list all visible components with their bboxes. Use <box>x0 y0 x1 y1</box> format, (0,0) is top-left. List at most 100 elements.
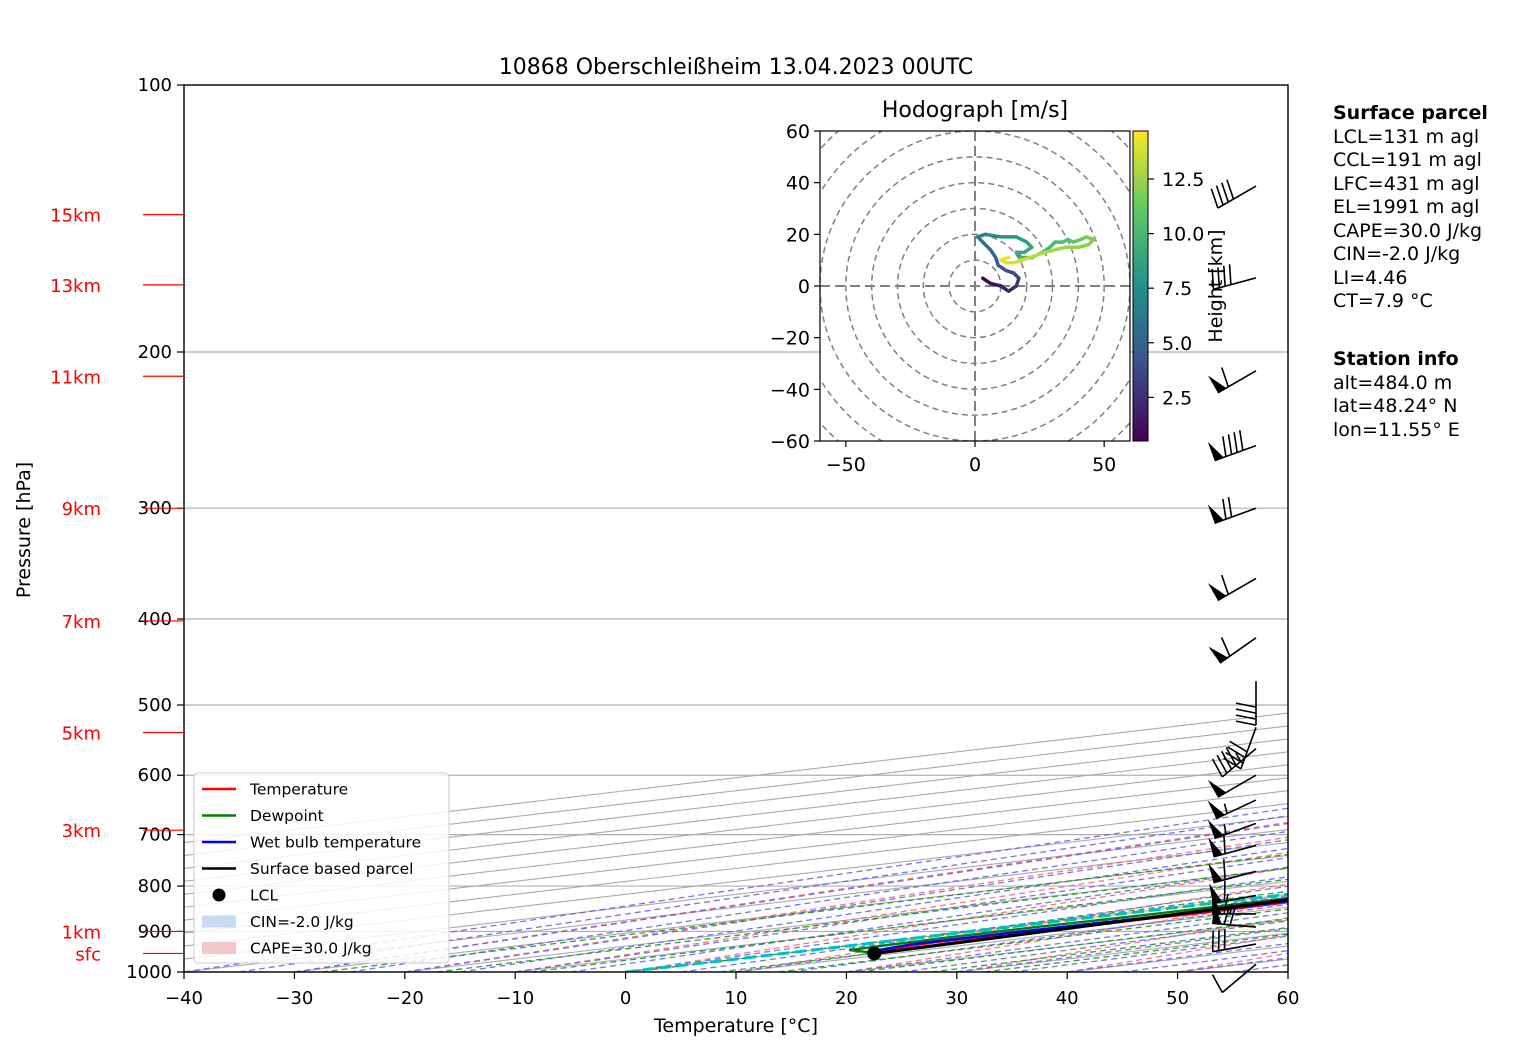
barb-flag <box>1207 800 1225 819</box>
height-label: 13km <box>50 276 101 297</box>
barb-full <box>1222 265 1226 287</box>
barb-flag <box>1207 441 1224 461</box>
barb-flag <box>1212 893 1222 914</box>
barb-flag <box>1207 779 1227 798</box>
y-tick-label: 1000 <box>126 962 172 983</box>
barb-full <box>1215 185 1224 206</box>
hodograph-plot <box>820 131 1130 441</box>
legend-item: LCL <box>212 887 278 905</box>
wind-barb <box>1207 799 1257 820</box>
legend-item: Temperature <box>202 781 348 799</box>
surface-el: EL=1991 m agl <box>1333 196 1480 218</box>
isotherm--100 <box>184 764 1288 895</box>
wind-barb <box>1209 880 1257 904</box>
barb-shaft <box>1213 277 1257 291</box>
station-info-title: Station info <box>1333 348 1459 370</box>
height-label: sfc <box>75 944 101 965</box>
barb-shaft <box>1213 870 1257 884</box>
chart-title: 10868 Oberschleißheim 13.04.2023 00UTC <box>499 55 974 80</box>
surface-li: LI=4.46 <box>1333 266 1408 289</box>
barb-flag <box>1208 646 1228 664</box>
barb-full <box>1223 757 1242 770</box>
surface-ct: CT=7.9 °C <box>1333 290 1433 312</box>
hodograph-y-tick-label: 20 <box>786 224 810 246</box>
moist-adiabat--30 <box>294 822 1288 972</box>
hodograph-x-tick-label: 0 <box>969 454 981 476</box>
legend-swatch <box>212 888 226 902</box>
x-tick-label: −30 <box>275 988 313 1009</box>
hodograph-x-tick-label: 50 <box>1092 454 1116 476</box>
barb-full <box>1233 432 1238 453</box>
wind-barb <box>1235 681 1257 726</box>
height-label: 5km <box>62 723 101 744</box>
barb-full <box>1225 751 1244 764</box>
mixing-ratio-0.4 <box>321 853 1288 972</box>
barb-flag <box>1207 819 1224 839</box>
hodograph-title: Hodograph [m/s] <box>882 98 1068 123</box>
isotherm--90 <box>184 777 1288 908</box>
wind-barb <box>1212 893 1256 915</box>
hodograph-y-tick-label: 60 <box>786 121 810 143</box>
barb-full <box>1220 574 1230 595</box>
barb-shaft <box>1215 799 1257 820</box>
y-tick-label: 700 <box>138 825 172 846</box>
barb-full <box>1227 496 1233 518</box>
hodograph-segment <box>981 240 993 252</box>
hodograph-segment <box>1076 242 1091 249</box>
height-label: 11km <box>50 367 101 388</box>
moist-adiabat--25 <box>349 830 1288 972</box>
barb-shaft <box>1214 507 1257 525</box>
colorbar-tick-label: 12.5 <box>1162 169 1204 191</box>
barb-shaft <box>1212 922 1257 928</box>
barb-full <box>1227 746 1246 759</box>
barb-flag <box>1208 863 1223 883</box>
barb-full <box>1210 188 1219 209</box>
y-tick-label: 800 <box>138 876 172 897</box>
x-tick-label: −40 <box>165 988 203 1009</box>
station-lat: lat=48.24° N <box>1333 395 1458 417</box>
y-tick-label: 100 <box>138 75 172 96</box>
surface-cape: CAPE=30.0 J/kg <box>1333 219 1483 242</box>
y-tick-label: 200 <box>138 342 172 363</box>
barb-full <box>1211 268 1215 290</box>
legend-item: Dewpoint <box>202 807 324 825</box>
barb-full <box>1229 905 1237 926</box>
x-tick-label: 10 <box>725 988 748 1009</box>
lcl-marker <box>867 946 882 961</box>
dry-adiabat-0 <box>625 867 1288 972</box>
barb-shaft <box>1221 748 1257 778</box>
station-lon: lon=11.55° E <box>1333 418 1460 441</box>
x-tick-label: 50 <box>1166 988 1189 1009</box>
barb-shaft <box>1213 844 1257 858</box>
barb-full <box>1238 430 1244 451</box>
wind-barb <box>1210 179 1257 209</box>
wind-barb <box>1211 747 1257 778</box>
mixing-ratio-24 <box>931 926 1288 972</box>
hodograph-segment <box>1053 245 1068 252</box>
dry-adiabat-80 <box>1509 85 1517 972</box>
surface-cin: CIN=-2.0 J/kg <box>1333 243 1461 265</box>
barb-half <box>1229 903 1233 915</box>
barb-full <box>1222 833 1226 854</box>
legend-box <box>193 772 450 964</box>
barb-flag <box>1207 375 1227 393</box>
mixing-ratio-16 <box>858 918 1288 972</box>
hodograph-segment <box>988 281 1003 288</box>
barb-half <box>1235 752 1242 762</box>
barb-shaft <box>1240 727 1257 770</box>
wind-barb <box>1207 430 1257 462</box>
barb-flag <box>1209 883 1223 904</box>
hodograph-segment <box>1014 235 1029 244</box>
legend-item: Wet bulb temperature <box>202 834 421 852</box>
barb-half <box>1223 803 1228 814</box>
legend-label: Temperature <box>249 781 348 799</box>
moist-adiabat-15 <box>791 903 1288 972</box>
surface-parcel-title: Surface parcel <box>1333 102 1488 124</box>
barb-full <box>1235 714 1257 720</box>
barb-full <box>1226 179 1235 200</box>
y-axis-label: Pressure [hPa] <box>13 462 35 598</box>
barb-shaft <box>1214 822 1257 840</box>
barb-full <box>1229 740 1248 753</box>
dry-adiabat--20 <box>404 836 1288 972</box>
